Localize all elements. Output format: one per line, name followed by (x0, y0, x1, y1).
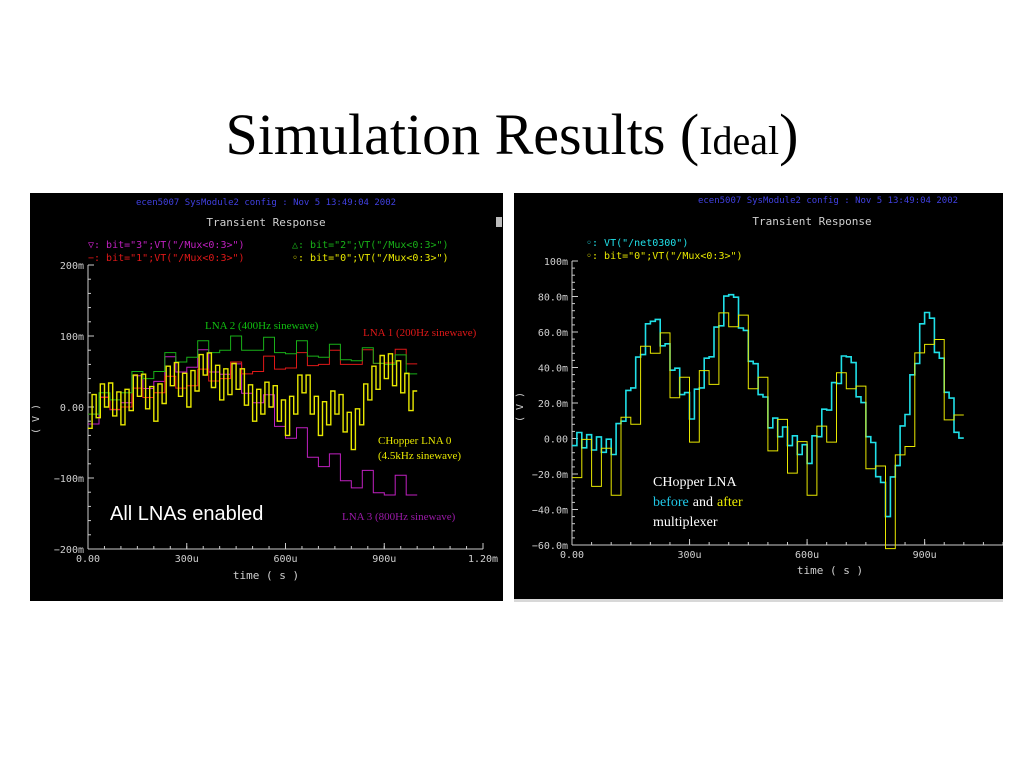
slide-title: Simulation Results (Ideal) (0, 100, 1024, 176)
x-tick-label: 900u (913, 550, 937, 561)
plot-chopper-lna: ecen5007 SysModule2 config : Nov 5 13:49… (514, 193, 1003, 602)
scroll-handle[interactable] (496, 217, 502, 227)
y-tick-label: 0.00 (60, 403, 84, 414)
series-line (572, 312, 964, 550)
y-tick-label: −100m (54, 474, 84, 485)
series-line (88, 352, 418, 451)
x-tick-label: 300u (175, 554, 199, 565)
legend-entry: ◦: VT("/net0300") (586, 238, 688, 249)
annotation-line2: before and after (653, 495, 743, 510)
x-tick-label: 900u (372, 554, 396, 565)
annotation-before: before (653, 495, 689, 510)
plot-header: ecen5007 SysModule2 config : Nov 5 13:49… (136, 198, 396, 208)
annotation-all-lnas-enabled: All LNAs enabled (110, 503, 263, 525)
y-tick-label: 60.0m (538, 328, 568, 339)
annotation-lna3: LNA 3 (800Hz sinewave) (342, 511, 456, 523)
series-group (572, 293, 964, 550)
y-tick-label: 20.0m (538, 399, 568, 410)
y-tick-label: −60.0m (532, 541, 568, 552)
y-tick-label: 100m (544, 257, 568, 268)
annotation-lna1: LNA 1 (200Hz sinewave) (363, 327, 477, 339)
annotation-box (649, 471, 769, 535)
x-axis-label: time ( s ) (797, 564, 863, 577)
plot-chopper-lna-svg: ecen5007 SysModule2 config : Nov 5 13:49… (515, 196, 1003, 577)
x-tick-label: 600u (273, 554, 297, 565)
annotation-lna0-line2: (4.5kHz sinewave) (378, 450, 461, 462)
y-tick-label: −200m (54, 545, 84, 556)
legend: ◦: VT("/net0300") ◦: bit="0";VT("/Mux<0:3… (586, 238, 743, 262)
title-close-paren: ) (779, 102, 799, 167)
x-tick-label: 300u (677, 550, 701, 561)
x-tick-label: 600u (795, 550, 819, 561)
x-axis-label: time ( s ) (233, 569, 299, 582)
plot-header: ecen5007 SysModule2 config : Nov 5 13:49… (698, 196, 958, 206)
annotation-and: and (693, 495, 713, 510)
legend-entry: ◦: bit="0";VT("/Mux<0:3>") (292, 253, 449, 264)
x-tick-label: 0.00 (76, 554, 100, 565)
title-main: Simulation Results ( (225, 102, 700, 167)
y-axis-label: ( V ) (515, 392, 526, 422)
y-tick-label: −20.0m (532, 470, 568, 481)
y-tick-label: 80.0m (538, 293, 568, 304)
annotation-lna2: LNA 2 (400Hz sinewave) (205, 320, 319, 332)
plot-title: Transient Response (206, 216, 325, 229)
y-tick-label: 0.00 (544, 435, 568, 446)
y-tick-label: 40.0m (538, 364, 568, 375)
annotation-line3: multiplexer (653, 515, 718, 530)
x-tick-label: 1.20m (468, 554, 498, 565)
annotation-after: after (717, 495, 743, 510)
series-line (88, 335, 418, 415)
plot-all-lnas-svg: ecen5007 SysModule2 config : Nov 5 13:49… (31, 198, 502, 582)
legend-entry: −: bit="1";VT("/Mux<0:3>") (88, 253, 245, 264)
annotation-line1: CHopper LNA (653, 475, 737, 490)
y-tick-label: 100m (60, 332, 84, 343)
plot-all-lnas: ecen5007 SysModule2 config : Nov 5 13:49… (30, 193, 503, 601)
annotation-lna0-line1: CHopper LNA 0 (378, 435, 452, 447)
legend-entry: ◦: bit="0";VT("/Mux<0:3>") (586, 251, 743, 262)
title-ideal: Ideal (699, 118, 780, 163)
series-group (88, 335, 418, 496)
axes: 100m 80.0m 60.0m 40.0m 20.0m 0.00 −20.0m −40.0m… (532, 257, 1003, 561)
legend-entry: △: bit="2";VT("/Mux<0:3>") (292, 240, 449, 251)
x-tick-label: 0.00 (560, 550, 584, 561)
y-axis-label: ( V ) (31, 404, 42, 434)
y-tick-label: 200m (60, 261, 84, 272)
legend-entry: ▽: bit="3";VT("/Mux<0:3>") (88, 240, 245, 251)
legend: ▽: bit="3";VT("/Mux<0:3>") −: bit="1";VT(… (88, 240, 449, 264)
plot-title: Transient Response (752, 215, 871, 228)
y-tick-label: −40.0m (532, 506, 568, 517)
